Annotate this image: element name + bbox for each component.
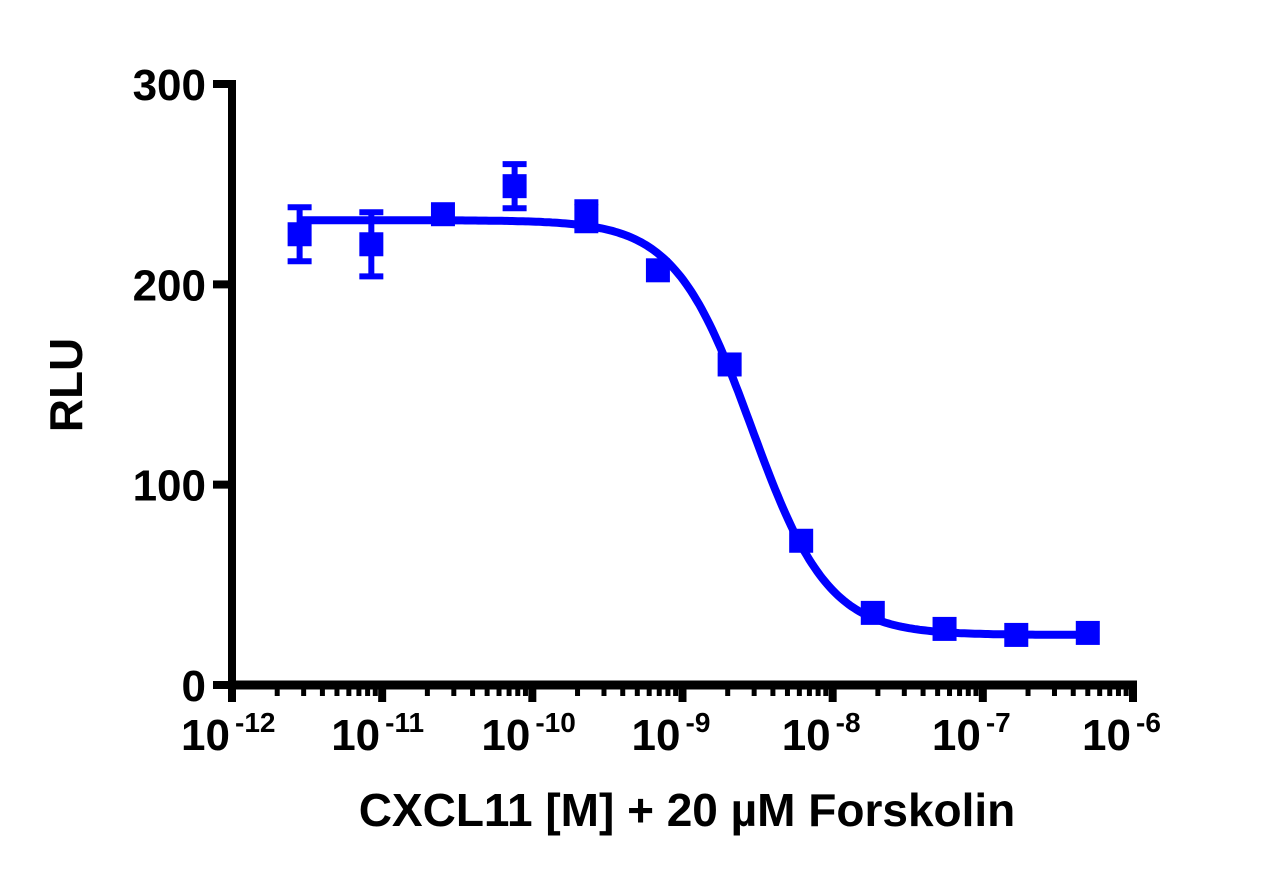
square-marker xyxy=(717,352,742,377)
x-tick-exponent: -8 xyxy=(836,707,861,738)
square-marker xyxy=(1075,620,1100,645)
x-axis-title: CXCL11 [M] + 20 µM Forskolin xyxy=(359,784,1016,836)
data-point xyxy=(717,352,742,377)
data-point xyxy=(860,600,885,625)
x-tick-exponent: -6 xyxy=(1136,707,1161,738)
data-point xyxy=(430,202,455,227)
x-tick-exponent: -7 xyxy=(986,707,1011,738)
x-tick-label: 10 xyxy=(932,711,981,760)
data-point xyxy=(359,209,384,280)
x-tick-exponent: -9 xyxy=(686,707,711,738)
y-tick-label: 200 xyxy=(133,261,206,310)
square-marker xyxy=(789,528,814,553)
data-point xyxy=(502,161,527,212)
data-point xyxy=(789,528,814,553)
plot-area xyxy=(287,161,1100,647)
y-axis-title: RLU xyxy=(40,338,92,433)
square-marker xyxy=(645,258,670,283)
x-tick-label: 10 xyxy=(782,711,831,760)
y-tick-label: 100 xyxy=(133,462,206,511)
x-tick-exponent: -12 xyxy=(235,707,275,738)
y-tick-label: 0 xyxy=(182,662,206,711)
x-tick-label: 10 xyxy=(632,711,681,760)
data-point xyxy=(1004,622,1029,647)
data-point xyxy=(1075,620,1100,645)
x-tick-label: 10 xyxy=(331,711,380,760)
x-tick-label: 10 xyxy=(181,711,230,760)
x-tick-label: 10 xyxy=(1082,711,1131,760)
data-point xyxy=(932,616,957,641)
y-axis: 0 100 200 300 xyxy=(133,61,236,711)
square-marker xyxy=(502,174,527,199)
x-tick-label: 10 xyxy=(481,711,530,760)
square-marker xyxy=(1004,622,1029,647)
square-marker xyxy=(860,600,885,625)
square-marker xyxy=(287,222,312,247)
square-marker xyxy=(932,616,957,641)
x-axis: 10 -12 10 -11 10 -10 10 -9 10 -8 10 -7 10 -6 xyxy=(181,680,1161,760)
x-tick-exponent: -11 xyxy=(385,707,424,738)
data-point xyxy=(645,258,670,283)
y-tick-label: 300 xyxy=(133,61,206,110)
data-point xyxy=(574,199,599,234)
square-marker xyxy=(574,204,599,229)
fit-curve xyxy=(299,216,1088,639)
data-point xyxy=(287,204,312,265)
x-tick-exponent: -10 xyxy=(535,707,575,738)
square-marker xyxy=(430,202,455,227)
square-marker xyxy=(359,232,384,257)
